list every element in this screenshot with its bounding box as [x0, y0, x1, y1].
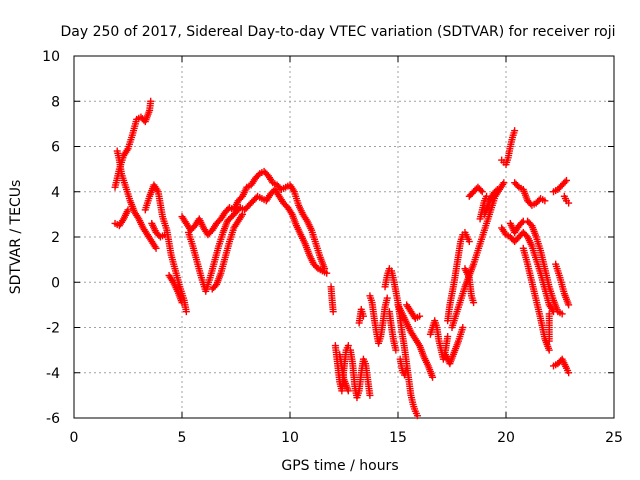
- data-point: [313, 263, 321, 271]
- data-point: [392, 346, 400, 354]
- x-tick-label: 20: [497, 430, 515, 446]
- data-point: [344, 387, 352, 395]
- data-point: [178, 299, 186, 307]
- x-axis-title: GPS time / hours: [281, 458, 398, 474]
- data-point: [561, 178, 569, 186]
- data-point: [254, 171, 262, 179]
- y-tick-label: -2: [46, 321, 60, 337]
- x-tick-label: 10: [281, 430, 299, 446]
- x-tick-label: 25: [605, 430, 623, 446]
- data-point: [492, 187, 500, 195]
- y-axis: -6 -4 -2 0 2 4 6 8 10: [42, 49, 614, 427]
- data-point: [444, 333, 452, 341]
- x-tick-label: 5: [178, 430, 187, 446]
- y-tick-label: 2: [51, 230, 60, 246]
- y-tick-label: -4: [46, 366, 60, 382]
- y-tick-label: 8: [51, 94, 60, 110]
- data-point: [429, 373, 437, 381]
- y-tick-label: 0: [51, 275, 60, 291]
- data-point: [413, 412, 421, 420]
- x-tick-label: 15: [389, 430, 407, 446]
- data-point: [459, 324, 467, 331]
- data-point: [562, 176, 570, 184]
- data-point: [344, 342, 352, 350]
- data-point: [161, 231, 169, 239]
- data-point: [470, 299, 478, 307]
- data-point: [511, 127, 519, 135]
- data-point: [238, 210, 246, 218]
- y-axis-title: SDTVAR / TECUs: [8, 180, 24, 295]
- data-point: [514, 182, 522, 190]
- data-point: [478, 188, 486, 196]
- x-axis: 0 5 10 15 20 25: [70, 56, 623, 446]
- data-point: [545, 337, 553, 345]
- data-point: [383, 294, 391, 302]
- data-point: [329, 308, 337, 316]
- data-point: [565, 199, 573, 207]
- y-tick-label: 4: [51, 185, 60, 201]
- data-point: [493, 185, 501, 193]
- x-tick-label: 0: [70, 430, 79, 446]
- data-point: [359, 312, 367, 320]
- data-series: [111, 97, 573, 420]
- y-tick-label: 6: [51, 140, 60, 156]
- data-point: [152, 244, 160, 252]
- data-point: [477, 186, 485, 194]
- data-point: [465, 238, 473, 246]
- data-point: [558, 310, 566, 318]
- data-point: [416, 312, 424, 320]
- y-tick-label: -6: [46, 411, 60, 427]
- data-point: [147, 97, 155, 105]
- data-point: [518, 219, 526, 227]
- data-point: [323, 269, 331, 277]
- data-point: [565, 369, 573, 377]
- data-point: [182, 308, 190, 316]
- y-tick-label: 10: [42, 49, 60, 65]
- data-point: [541, 197, 549, 205]
- data-point: [366, 391, 374, 399]
- chart-title: Day 250 of 2017, Sidereal Day-to-day VTE…: [60, 24, 615, 40]
- data-point: [403, 364, 411, 372]
- data-point: [500, 179, 508, 187]
- data-point: [124, 206, 132, 214]
- data-point: [565, 301, 573, 309]
- data-point: [545, 346, 553, 354]
